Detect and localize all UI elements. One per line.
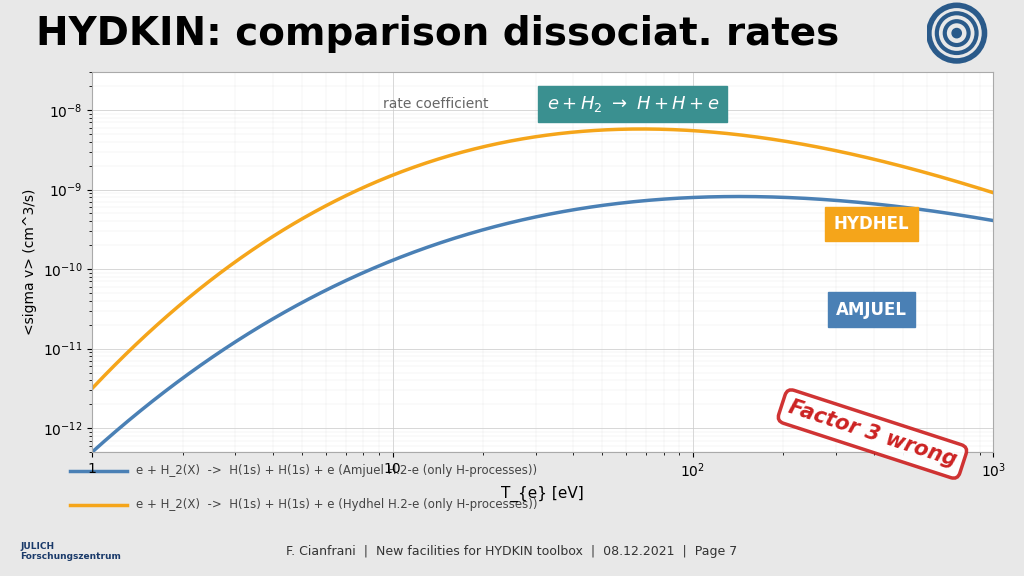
Text: Factor 3 wrong: Factor 3 wrong [785, 397, 959, 471]
X-axis label: T_{e} [eV]: T_{e} [eV] [502, 486, 584, 502]
e + H_2(X)  ->  H(1s) + H(1s) + e (Amjuel H.2-e (only H-processes)) [766, 194, 778, 200]
e + H_2(X)  ->  H(1s) + H(1s) + e (Amjuel H.2-e (only H-processes)) [86, 449, 98, 456]
e + H_2(X)  ->  H(1s) + H(1s) + e (Hydhel H.2-e (only H-processes)) [317, 203, 330, 210]
e + H_2(X)  ->  H(1s) + H(1s) + e (Amjuel H.2-e (only H-processes)) [494, 222, 506, 229]
Text: $e + H_2\ \rightarrow\ H + H + e$: $e + H_2\ \rightarrow\ H + H + e$ [547, 94, 719, 114]
Line: e + H_2(X)  ->  H(1s) + H(1s) + e (Amjuel H.2-e (only H-processes)): e + H_2(X) -> H(1s) + H(1s) + e (Amjuel … [92, 196, 993, 452]
e + H_2(X)  ->  H(1s) + H(1s) + e (Amjuel H.2-e (only H-processes)) [987, 217, 999, 224]
e + H_2(X)  ->  H(1s) + H(1s) + e (Hydhel H.2-e (only H-processes)) [766, 136, 778, 143]
e + H_2(X)  ->  H(1s) + H(1s) + e (Amjuel H.2-e (only H-processes)) [688, 194, 700, 201]
e + H_2(X)  ->  H(1s) + H(1s) + e (Amjuel H.2-e (only H-processes)) [617, 199, 630, 206]
e + H_2(X)  ->  H(1s) + H(1s) + e (Amjuel H.2-e (only H-processes)) [246, 328, 258, 335]
e + H_2(X)  ->  H(1s) + H(1s) + e (Hydhel H.2-e (only H-processes)) [635, 126, 647, 132]
Circle shape [952, 28, 962, 38]
Line: e + H_2(X)  ->  H(1s) + H(1s) + e (Hydhel H.2-e (only H-processes)): e + H_2(X) -> H(1s) + H(1s) + e (Hydhel … [92, 129, 993, 388]
Y-axis label: <sigma v> (cm^3/s): <sigma v> (cm^3/s) [24, 189, 37, 335]
e + H_2(X)  ->  H(1s) + H(1s) + e (Amjuel H.2-e (only H-processes)) [733, 193, 745, 200]
e + H_2(X)  ->  H(1s) + H(1s) + e (Hydhel H.2-e (only H-processes)) [617, 126, 630, 132]
Text: HYDKIN: comparison dissociat. rates: HYDKIN: comparison dissociat. rates [36, 16, 839, 54]
Text: HYDHEL: HYDHEL [834, 215, 909, 233]
e + H_2(X)  ->  H(1s) + H(1s) + e (Amjuel H.2-e (only H-processes)) [317, 288, 330, 295]
Text: e + H_2(X)  ->  H(1s) + H(1s) + e (Amjuel H.2-e (only H-processes)): e + H_2(X) -> H(1s) + H(1s) + e (Amjuel … [136, 464, 538, 478]
e + H_2(X)  ->  H(1s) + H(1s) + e (Hydhel H.2-e (only H-processes)) [86, 385, 98, 392]
e + H_2(X)  ->  H(1s) + H(1s) + e (Hydhel H.2-e (only H-processes)) [689, 127, 701, 134]
e + H_2(X)  ->  H(1s) + H(1s) + e (Hydhel H.2-e (only H-processes)) [246, 247, 258, 254]
e + H_2(X)  ->  H(1s) + H(1s) + e (Hydhel H.2-e (only H-processes)) [987, 190, 999, 196]
Text: AMJUEL: AMJUEL [837, 301, 907, 319]
Text: JULICH
Forschungszentrum: JULICH Forschungszentrum [20, 542, 122, 561]
Text: rate coefficient: rate coefficient [383, 97, 488, 111]
Text: F. Cianfrani  |  New facilities for HYDKIN toolbox  |  08.12.2021  |  Page 7: F. Cianfrani | New facilities for HYDKIN… [287, 545, 737, 558]
e + H_2(X)  ->  H(1s) + H(1s) + e (Hydhel H.2-e (only H-processes)) [494, 140, 506, 147]
Text: e + H_2(X)  ->  H(1s) + H(1s) + e (Hydhel H.2-e (only H-processes)): e + H_2(X) -> H(1s) + H(1s) + e (Hydhel … [136, 498, 538, 511]
